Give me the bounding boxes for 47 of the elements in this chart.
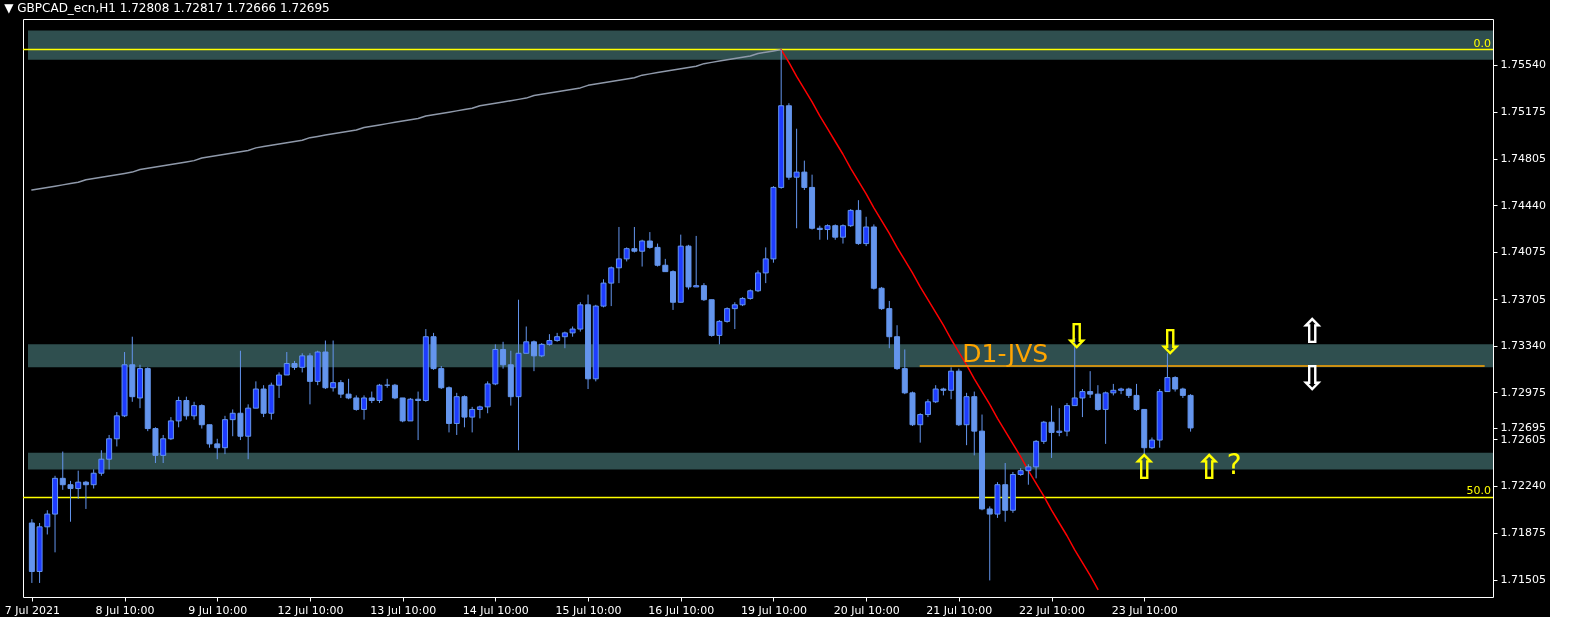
candlestick [755, 269, 761, 293]
y-tick-label: 1.71505 [1500, 573, 1546, 587]
candlestick [615, 226, 622, 284]
x-tick-label: 7 Jul 2021 [4, 603, 60, 617]
x-tick-label: 8 Jul 10:00 [95, 603, 155, 617]
candlestick [82, 480, 89, 510]
x-tick-label: 19 Jul 10:00 [740, 603, 807, 617]
y-tick-label: 1.73705 [1500, 292, 1546, 306]
candlestick [1118, 387, 1125, 395]
annotation: 0.0 [1473, 36, 1491, 50]
y-tick-label: 1.75540 [1500, 58, 1546, 72]
annotation: ⇧ [1194, 447, 1224, 488]
x-tick-label: 15 Jul 10:00 [555, 603, 622, 617]
candlestick [276, 371, 283, 399]
y-tick-label: 1.74440 [1500, 198, 1546, 212]
line-series [780, 48, 1099, 591]
y-tick-label: 1.74805 [1500, 152, 1546, 166]
x-tick-label: 20 Jul 10:00 [833, 603, 900, 617]
x-tick-label: 23 Jul 10:00 [1111, 603, 1178, 617]
series-label: D1-JVS [962, 339, 1049, 369]
line-series [31, 48, 782, 191]
candlestick [361, 394, 368, 421]
x-tick-label: 16 Jul 10:00 [648, 603, 715, 617]
candlestick [530, 340, 537, 372]
annotation: ⇧ [1297, 310, 1327, 351]
x-tick-label: 12 Jul 10:00 [277, 603, 344, 617]
annotation: ⇩ [1155, 322, 1185, 363]
annotation: ⇩ [1297, 358, 1327, 399]
annotation: 50.0 [1466, 484, 1491, 498]
annotation: ⇩ [1062, 315, 1092, 356]
x-tick-label: 9 Jul 10:00 [188, 603, 248, 617]
x-tick-label: 21 Jul 10:00 [926, 603, 993, 617]
y-tick-label: 1.71875 [1500, 526, 1546, 540]
annotation: ? [1226, 447, 1242, 481]
annotation: ⇧ [1129, 447, 1159, 488]
y-tick-label: 1.72240 [1500, 479, 1546, 493]
y-tick-label: 1.72605 [1500, 432, 1546, 446]
x-tick-label: 13 Jul 10:00 [370, 603, 437, 617]
y-tick-label: 1.73340 [1500, 339, 1546, 353]
y-tick-label: 1.74075 [1500, 245, 1546, 259]
y-tick-label: 1.72975 [1500, 385, 1546, 399]
y-tick-label: 1.72695 [1500, 421, 1546, 435]
x-tick-label: 14 Jul 10:00 [462, 603, 529, 617]
candlestick [839, 223, 846, 245]
x-tick-label: 22 Jul 10:00 [1019, 603, 1086, 617]
chart-title: ▼ GBPCAD_ecn,H1 1.72808 1.72817 1.72666 1.72695 [4, 1, 330, 15]
y-tick-label: 1.75175 [1500, 105, 1546, 119]
